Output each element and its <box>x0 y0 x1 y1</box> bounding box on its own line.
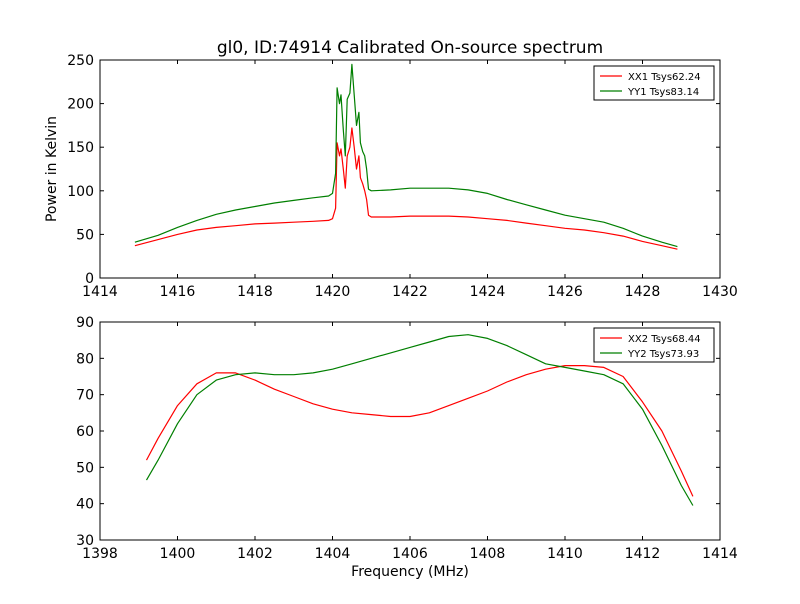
y-tick-label: 200 <box>67 97 94 113</box>
y-tick-label: 250 <box>67 53 94 69</box>
series-group <box>145 334 694 506</box>
legend-label: XX2 Tsys68.44 <box>628 334 701 345</box>
x-tick-label: 1418 <box>237 284 273 300</box>
y-tick-label: 80 <box>76 351 94 367</box>
legend-label: YY2 Tsys73.93 <box>627 349 699 360</box>
x-tick-label: 1428 <box>625 284 661 300</box>
y-tick-label: 150 <box>67 140 94 156</box>
x-tick-label: 1410 <box>547 546 583 562</box>
x-tick-label: 1422 <box>392 284 428 300</box>
series-group <box>134 63 678 250</box>
x-tick-label: 1414 <box>702 546 738 562</box>
legend-label: YY1 Tsys83.14 <box>627 87 699 98</box>
x-tick-label: 1420 <box>315 284 351 300</box>
x-tick-label: 1416 <box>160 284 196 300</box>
series-line-1-1 <box>134 127 678 250</box>
y-tick-label: 40 <box>76 497 94 513</box>
y-tick-label: 100 <box>67 184 94 200</box>
legend: XX1 Tsys62.24 YY1 Tsys83.14 <box>593 65 715 101</box>
y-tick-label: 0 <box>85 271 94 287</box>
x-axis-label: Frequency (MHz) <box>351 564 469 580</box>
y-tick-label: 60 <box>76 424 94 440</box>
y-tick-label: 30 <box>76 533 94 549</box>
series-line-2-1 <box>145 365 694 497</box>
x-tick-label: 1424 <box>470 284 506 300</box>
x-tick-label: 1406 <box>392 546 428 562</box>
legend-box <box>593 327 715 363</box>
bottom-plot: 1398 1400 1402 1404 1406 1408 1410 1412 1414 30 40… <box>76 315 738 562</box>
series-line-2-2 <box>145 334 694 506</box>
legend: XX2 Tsys68.44 YY2 Tsys73.93 <box>593 327 715 363</box>
x-tick-label: 1408 <box>470 546 506 562</box>
legend-label: XX1 Tsys62.24 <box>628 72 701 83</box>
top-plot: 1414 1416 1418 1420 1422 1424 1426 1428 1430 0 50 1… <box>67 53 738 300</box>
x-tick-label: 1414 <box>82 284 118 300</box>
x-tick-label: 1426 <box>547 284 583 300</box>
y-tick-label: 50 <box>76 460 94 476</box>
x-tick-label: 1430 <box>702 284 738 300</box>
y-tick-label: 90 <box>76 315 94 331</box>
legend-box <box>593 65 715 101</box>
x-tick-label: 1400 <box>160 546 196 562</box>
y-tick-label: 50 <box>76 227 94 243</box>
x-tick-label: 1404 <box>315 546 351 562</box>
x-tick-label: 1412 <box>625 546 661 562</box>
chart-title: gl0, ID:74914 Calibrated On-source spect… <box>217 38 603 58</box>
y-tick-label: 70 <box>76 388 94 404</box>
x-tick-label: 1402 <box>237 546 273 562</box>
x-tick-label: 1398 <box>82 546 118 562</box>
series-line-1-2 <box>134 63 678 248</box>
y-axis-label: Power in Kelvin <box>44 116 60 222</box>
